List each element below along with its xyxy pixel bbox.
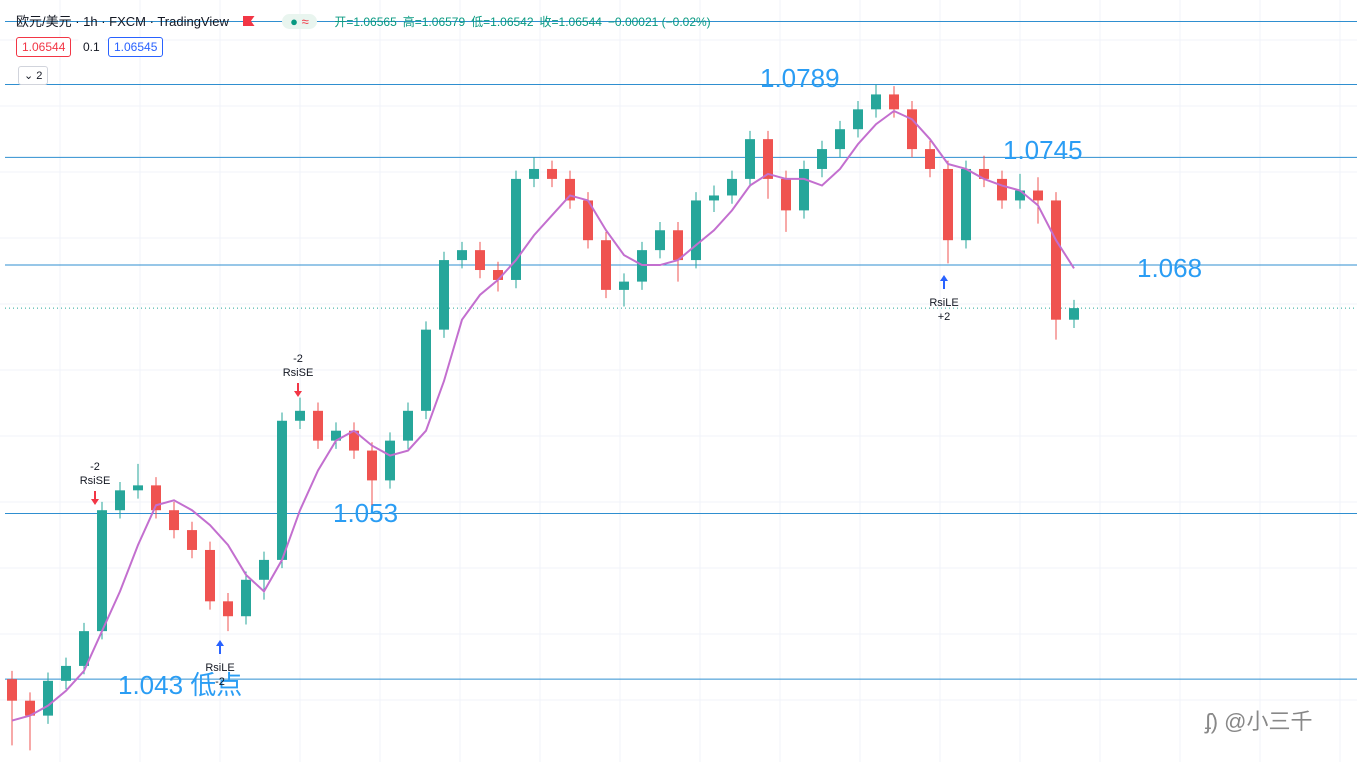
candle-body xyxy=(547,168,557,179)
candle-body xyxy=(295,410,305,421)
status-pill[interactable]: ● ≈ xyxy=(282,14,317,29)
candle-body xyxy=(385,440,395,481)
signal-arrow xyxy=(294,383,302,397)
candle-body xyxy=(439,260,449,330)
candle-body xyxy=(961,168,971,241)
candle-body xyxy=(241,579,251,617)
signal: RsiLE +2 xyxy=(929,275,959,323)
candle-body xyxy=(1015,190,1025,201)
candle-body xyxy=(115,490,125,511)
indicator-count: 2 xyxy=(36,70,43,82)
candle-body xyxy=(1069,308,1079,320)
bid-badge[interactable]: 1.06544 xyxy=(16,37,72,57)
candle-body xyxy=(61,665,71,681)
candle-body xyxy=(493,270,503,280)
candle-body xyxy=(187,530,197,550)
candle-body xyxy=(43,680,53,716)
candle-body xyxy=(151,485,161,511)
candle-body xyxy=(7,679,17,701)
signal-name: RsiLE xyxy=(205,662,234,674)
candle-body xyxy=(601,240,611,290)
ohlc-field: 开=1.06565 xyxy=(334,15,397,29)
candle-body xyxy=(367,450,377,481)
candle-body xyxy=(457,250,467,261)
candle-body xyxy=(781,178,791,211)
candle-body xyxy=(169,510,179,531)
candle-body xyxy=(349,430,359,451)
candle-body xyxy=(745,139,755,179)
candle-body xyxy=(871,94,881,110)
candle-body xyxy=(907,109,917,150)
candle-body xyxy=(331,430,341,441)
candle-body xyxy=(511,178,521,280)
signal-arrow xyxy=(91,491,99,505)
candle-body xyxy=(1051,200,1061,320)
signal: RsiLE -2 xyxy=(205,640,235,688)
candle-body xyxy=(799,168,809,211)
symbol: 欧元/美元 · 1h · FXCM · TradingView xyxy=(16,14,229,29)
level-label: 1.0745 xyxy=(1003,135,1083,165)
candle-body xyxy=(583,200,593,241)
level-label: 1.0789 xyxy=(760,63,840,93)
signal-name: RsiSE xyxy=(283,367,314,379)
level-label: 1.068 xyxy=(1137,253,1202,283)
candle-body xyxy=(889,94,899,110)
candle-body xyxy=(97,510,107,632)
candle-body xyxy=(763,139,773,179)
spread: 0.1 xyxy=(78,38,105,56)
ohlc-field: 收=1.06544 xyxy=(539,15,602,29)
candle-body xyxy=(943,168,953,241)
candle-body xyxy=(727,178,737,196)
candle-body xyxy=(673,230,683,261)
candle-body xyxy=(421,329,431,411)
level-label: 1.053 xyxy=(333,498,398,528)
candle-body xyxy=(691,200,701,261)
flag-icon[interactable] xyxy=(242,16,255,26)
signal-qty: -2 xyxy=(90,461,100,473)
watermark: ʄ) @小三千 xyxy=(1205,709,1313,734)
signal-name: RsiSE xyxy=(80,475,111,487)
candle-body xyxy=(133,485,143,491)
candle-body xyxy=(709,195,719,201)
ohlc-field: −0.00021 (−0.02%) xyxy=(607,15,711,29)
candle-body xyxy=(205,549,215,602)
candle-body xyxy=(475,250,485,271)
candle-body xyxy=(619,281,629,290)
signal-name: RsiLE xyxy=(929,297,958,309)
candle-body xyxy=(925,149,935,169)
candle-body xyxy=(979,168,989,179)
candle-body xyxy=(997,178,1007,201)
candle-body xyxy=(835,129,845,150)
signal-qty: -2 xyxy=(215,676,225,688)
candle-body xyxy=(259,559,269,580)
signal: -2 RsiSE xyxy=(283,353,314,397)
header: 欧元/美元 · 1h · FXCM · TradingView ● ≈ 开=1.… xyxy=(16,11,717,30)
candle-body xyxy=(529,168,539,179)
ohlc-field: 高=1.06579 xyxy=(402,15,466,29)
candle-body xyxy=(1033,190,1043,201)
signal: -2 RsiSE xyxy=(80,461,111,505)
ohlc-field: 低=1.06542 xyxy=(471,15,534,29)
candle-body xyxy=(25,700,35,716)
candle-body xyxy=(79,631,89,666)
candle-body xyxy=(403,410,413,441)
ask-badge[interactable]: 1.06545 xyxy=(108,37,164,57)
signal-arrow xyxy=(216,640,224,654)
candle-body xyxy=(313,410,323,441)
level-label: 1.043 低点 xyxy=(118,670,242,700)
candle-body xyxy=(655,230,665,251)
moving-average xyxy=(11,109,1075,722)
candle-body xyxy=(853,109,863,130)
indicator-toggle[interactable]: ⌄ 2 xyxy=(18,66,49,85)
signal-qty: -2 xyxy=(293,353,303,365)
candle-body xyxy=(817,149,827,169)
signal-qty: +2 xyxy=(938,311,951,323)
candle-body xyxy=(223,601,233,617)
candle-body xyxy=(565,178,575,201)
signal-arrow xyxy=(940,275,948,289)
candle-body xyxy=(277,420,287,560)
watermark-text: @小三千 xyxy=(1224,709,1313,734)
